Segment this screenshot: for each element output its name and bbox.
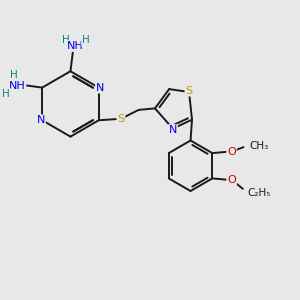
- Text: O: O: [227, 175, 236, 185]
- Text: CH₃: CH₃: [249, 141, 268, 151]
- Text: H: H: [82, 35, 90, 45]
- Text: N: N: [96, 82, 104, 93]
- Text: H: H: [2, 88, 10, 98]
- Text: C₂H₅: C₂H₅: [247, 188, 271, 198]
- Text: H: H: [10, 70, 18, 80]
- Text: O: O: [227, 147, 236, 157]
- Text: N: N: [169, 125, 177, 135]
- Text: NH: NH: [9, 81, 26, 91]
- Text: H: H: [62, 35, 70, 45]
- Text: S: S: [185, 85, 193, 96]
- Text: S: S: [117, 114, 124, 124]
- Text: N: N: [37, 115, 45, 125]
- Text: NH: NH: [67, 41, 83, 51]
